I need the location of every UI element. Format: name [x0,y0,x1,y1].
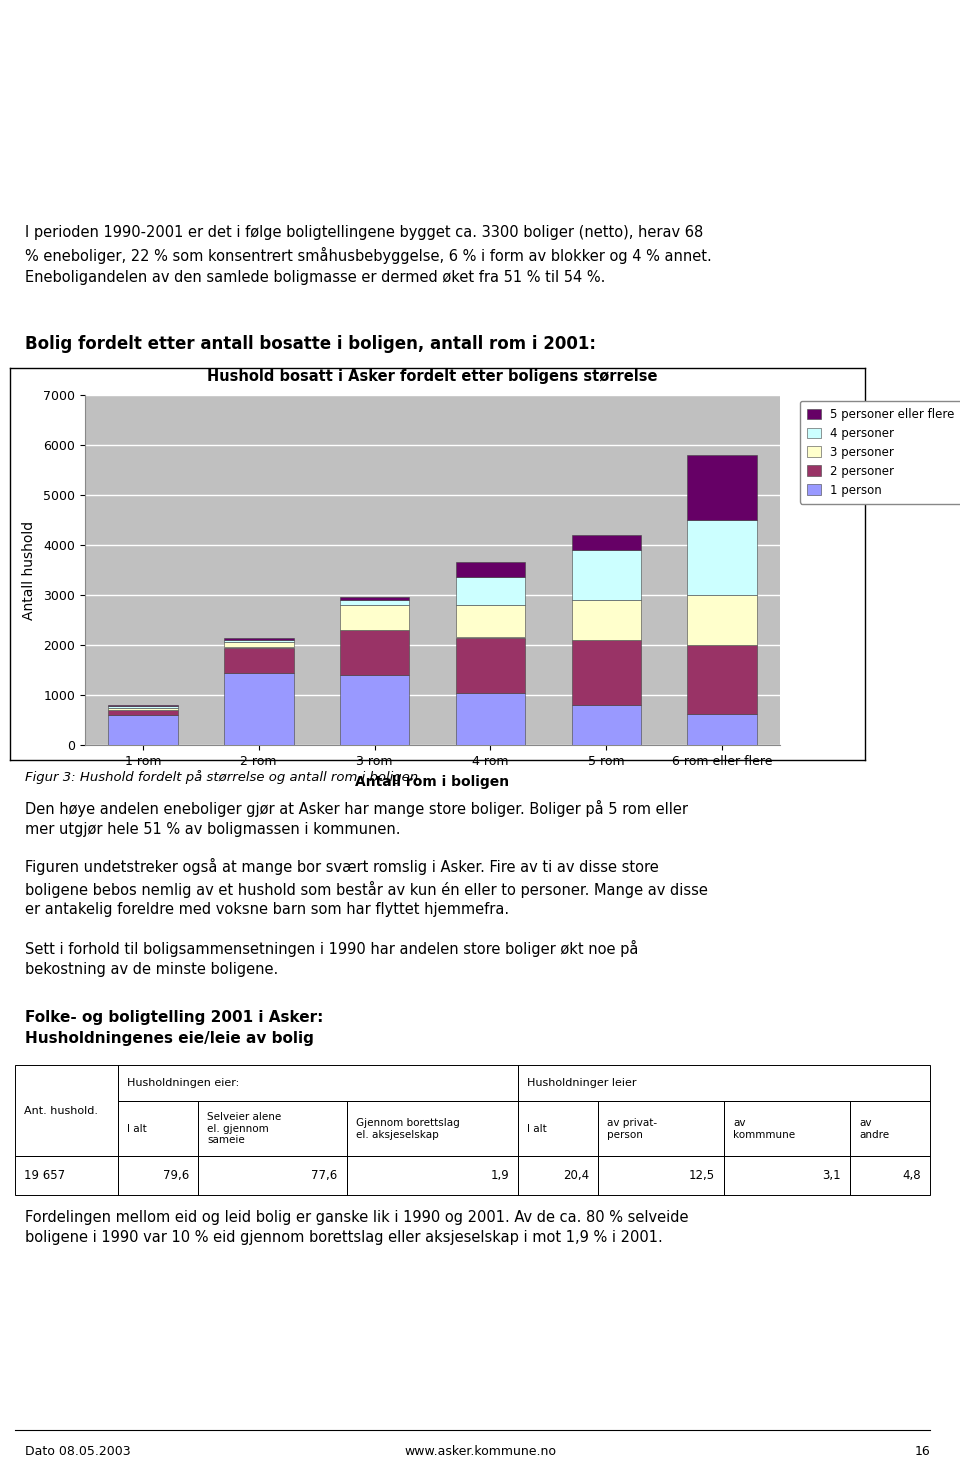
Bar [108,707,178,710]
Text: I alt: I alt [127,1124,147,1134]
Bar [108,715,178,744]
Text: 20,4: 20,4 [563,1168,589,1182]
Text: Gjennom borettslag
el. aksjeselskap: Gjennom borettslag el. aksjeselskap [356,1118,460,1139]
Text: Husholdninger leier: Husholdninger leier [527,1078,636,1089]
Bar [456,578,525,606]
Text: av
andre: av andre [859,1118,889,1139]
Text: Figuren undetstreker også at mange bor svært romslig i Asker. Fire av ti av diss: Figuren undetstreker også at mange bor s… [25,858,708,917]
Bar [518,1065,930,1102]
Text: 79,6: 79,6 [162,1168,189,1182]
Text: 16: 16 [914,1445,930,1458]
Bar [850,1156,930,1195]
Bar [108,706,178,707]
Bar [118,1102,198,1156]
Text: av
kommmune: av kommmune [733,1118,796,1139]
Bar [598,1102,724,1156]
Text: I perioden 1990-2001 er det i følge boligtellingene bygget ca. 3300 boliger (net: I perioden 1990-2001 er det i følge boli… [25,225,711,285]
Bar [224,640,294,642]
Text: www.asker.kommune.no: www.asker.kommune.no [404,1445,556,1458]
Bar [340,675,409,744]
Text: 1,9: 1,9 [491,1168,509,1182]
Bar [108,710,178,715]
Bar [198,1102,347,1156]
Bar [571,549,641,600]
Bar [456,606,525,638]
Bar [571,705,641,744]
Bar [687,713,756,744]
Text: WOLICHELENEZ KOWWNIIE: WOLICHELENEZ KOWWNIIE [189,173,331,183]
Bar [687,520,756,595]
Bar [687,455,756,520]
Bar [724,1102,850,1156]
Bar [571,640,641,705]
Y-axis label: Antall hushold: Antall hushold [22,520,36,619]
Bar [15,1156,118,1195]
Text: 3,1: 3,1 [822,1168,841,1182]
Bar [15,1065,118,1156]
Text: 77,6: 77,6 [311,1168,338,1182]
Bar [518,1156,598,1195]
Text: Dato 08.05.2003: Dato 08.05.2003 [25,1445,131,1458]
Text: Folke- og boligtelling 2001 i Asker:
Husholdningenes eie/leie av bolig: Folke- og boligtelling 2001 i Asker: Hus… [25,1010,324,1046]
Bar [340,606,409,631]
Text: Ant. hushold.: Ant. hushold. [24,1105,98,1115]
Text: Selveier alene
el. gjennom
sameie: Selveier alene el. gjennom sameie [207,1112,281,1145]
Bar [198,1156,347,1195]
Text: Bolig fordelt etter antall bosatte i boligen, antall rom i 2001:: Bolig fordelt etter antall bosatte i bol… [25,335,596,353]
Bar [224,638,294,640]
Bar [687,645,756,713]
Text: 4,8: 4,8 [902,1168,921,1182]
Text: I alt: I alt [527,1124,547,1134]
Bar [456,563,525,578]
Bar [724,1156,850,1195]
Bar [687,595,756,645]
Bar [456,638,525,693]
Bar [118,1065,518,1102]
Bar [340,631,409,675]
Bar [224,642,294,647]
Text: ⌂: ⌂ [44,89,61,117]
Text: Fordelingen mellom eid og leid bolig er ganske lik i 1990 og 2001. Av de ca. 80 : Fordelingen mellom eid og leid bolig er … [25,1210,688,1245]
Text: 19 657: 19 657 [24,1168,65,1182]
Bar [118,1156,198,1195]
Text: 12,5: 12,5 [689,1168,715,1182]
Text: Sett i forhold til boligsammensetningen i 1990 har andelen store boliger økt noe: Sett i forhold til boligsammensetningen … [25,939,638,976]
Bar [340,600,409,606]
Bar [571,600,641,640]
Bar [598,1156,724,1195]
Text: Figur 3: Hushold fordelt på størrelse og antall rom i boligen: Figur 3: Hushold fordelt på størrelse og… [25,770,419,784]
Bar [571,535,641,549]
Bar [456,693,525,744]
Legend: 5 personer eller flere, 4 personer, 3 personer, 2 personer, 1 person: 5 personer eller flere, 4 personer, 3 pe… [800,400,960,504]
Bar [518,1102,598,1156]
Bar [224,647,294,672]
Title: Hushold bosatt i Asker fordelt etter boligens størrelse: Hushold bosatt i Asker fordelt etter bol… [207,369,658,384]
Bar [347,1102,518,1156]
Text: av privat-
person: av privat- person [608,1118,658,1139]
Bar [347,1156,518,1195]
X-axis label: Antall rom i boligen: Antall rom i boligen [355,774,510,789]
Bar [224,672,294,744]
Bar [340,598,409,600]
Text: Den høye andelen eneboliger gjør at Asker har mange store boliger. Boliger på 5 : Den høye andelen eneboliger gjør at Aske… [25,801,688,837]
Text: Husholdningen eier:: Husholdningen eier: [127,1078,239,1089]
Bar [850,1102,930,1156]
